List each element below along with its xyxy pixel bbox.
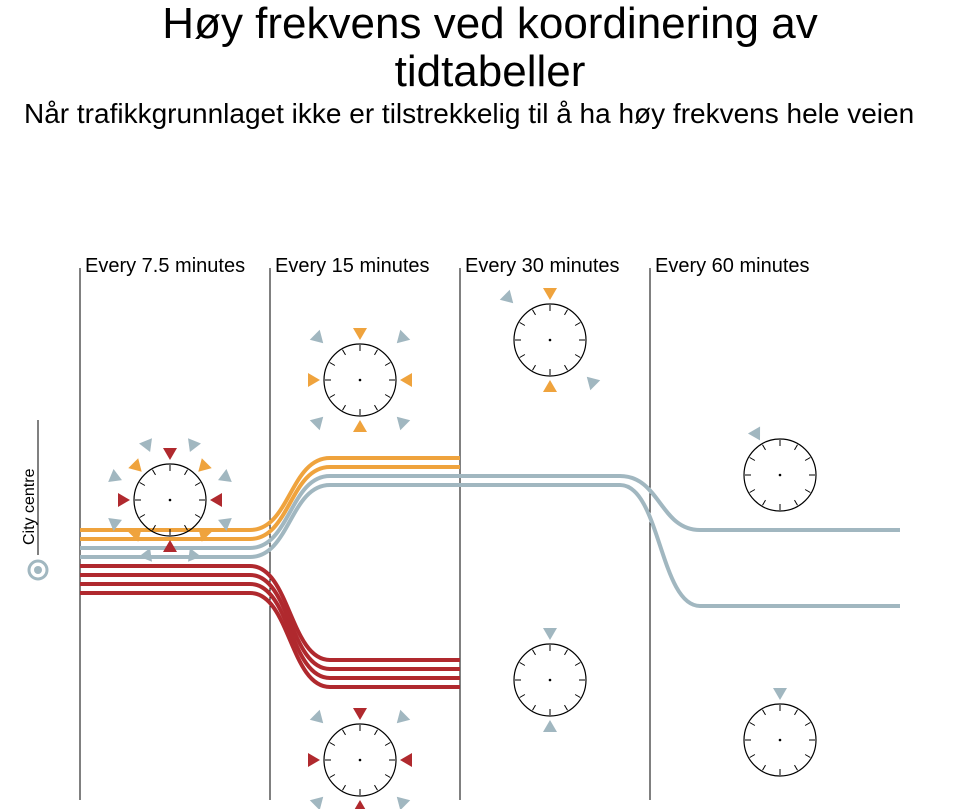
city-centre-label: City centre [21,468,38,545]
clock-15-red [308,708,412,809]
clock-marker [397,710,410,723]
clock-marker [308,753,320,767]
clock-30-bottom [514,628,586,732]
clock-marker [353,800,367,809]
clock-30-top [500,288,600,392]
clock-marker [543,288,557,300]
clock-marker [773,688,787,700]
clock-marker [353,420,367,432]
clock-marker [353,328,367,340]
clock-marker [397,797,410,809]
clock-marker [397,417,410,430]
clock-marker [353,708,367,720]
route-line-blue [80,485,900,606]
clock-marker [198,458,211,471]
clock-marker [308,373,320,387]
clock-marker [310,330,323,343]
clock-marker [543,720,557,732]
clock-marker [188,548,201,562]
diagram-svg: City centre [0,0,960,809]
clock-marker [128,458,141,471]
clock-marker [210,493,222,507]
clock-marker [587,377,600,390]
clock-marker [400,373,412,387]
clock-marker [139,438,152,452]
clock-7-5 [108,438,232,562]
page-root: Høy frekvens ved koordinering av tidtabe… [0,0,960,809]
clock-marker [543,380,557,392]
clock-marker [500,290,513,303]
clock-marker [108,469,122,482]
clock-marker [310,710,323,723]
clock-marker [310,417,323,430]
clock-60-top [744,426,816,511]
clock-marker [188,438,201,452]
clock-marker [397,330,410,343]
clock-marker [748,426,760,440]
clock-marker [218,469,232,482]
clock-marker [400,753,412,767]
clock-marker [310,797,323,809]
clock-60-bottom [744,688,816,776]
clock-marker [163,448,177,460]
city-centre-dot [34,566,42,574]
clock-marker [118,493,130,507]
clock-marker [139,548,152,562]
clock-15-orange [308,328,412,432]
clock-marker [543,628,557,640]
